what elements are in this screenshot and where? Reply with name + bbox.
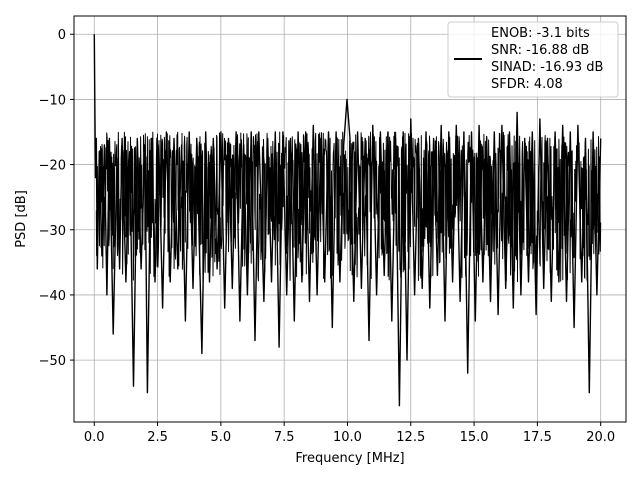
x-tick-label: 10.0 [333,430,362,445]
x-tick-label: 2.5 [147,430,168,445]
y-axis-label: PSD [dB] [14,190,29,248]
psd-line-noise-texture [95,131,602,283]
x-tick-label: 17.5 [523,430,552,445]
x-tick-label: 7.5 [274,430,295,445]
plot-frame [73,15,627,423]
x-tick-label: 20.0 [586,430,615,445]
x-axis-ticks: 0.0 2.5 5.0 7.5 10.0 12.5 15.0 17.5 20.0 [84,422,615,445]
y-tick-label: −30 [39,224,66,239]
x-tick-label: 0.0 [84,430,105,445]
y-tick-label: −50 [39,354,66,369]
legend-line-sfdr: SFDR: 4.08 [491,77,563,92]
x-tick-label: 12.5 [396,430,425,445]
y-tick-label: −10 [39,93,66,108]
y-tick-label: −20 [39,159,66,174]
legend-line-enob: ENOB: -3.1 bits [491,26,590,41]
series-layer [93,34,602,407]
legend-box [447,21,619,98]
legend: ENOB: -3.1 bits SNR: -16.88 dB SINAD: -1… [447,21,619,98]
legend-line-sinad: SINAD: -16.93 dB [491,60,603,75]
x-tick-label: 5.0 [211,430,232,445]
y-tick-label: −40 [39,289,66,304]
legend-line-snr: SNR: -16.88 dB [491,43,589,58]
y-tick-label: 0 [58,28,66,43]
y-axis-ticks: 0 −10 −20 −30 −40 −50 [39,28,74,369]
x-tick-label: 15.0 [460,430,489,445]
x-axis-label: Frequency [MHz] [295,451,404,466]
